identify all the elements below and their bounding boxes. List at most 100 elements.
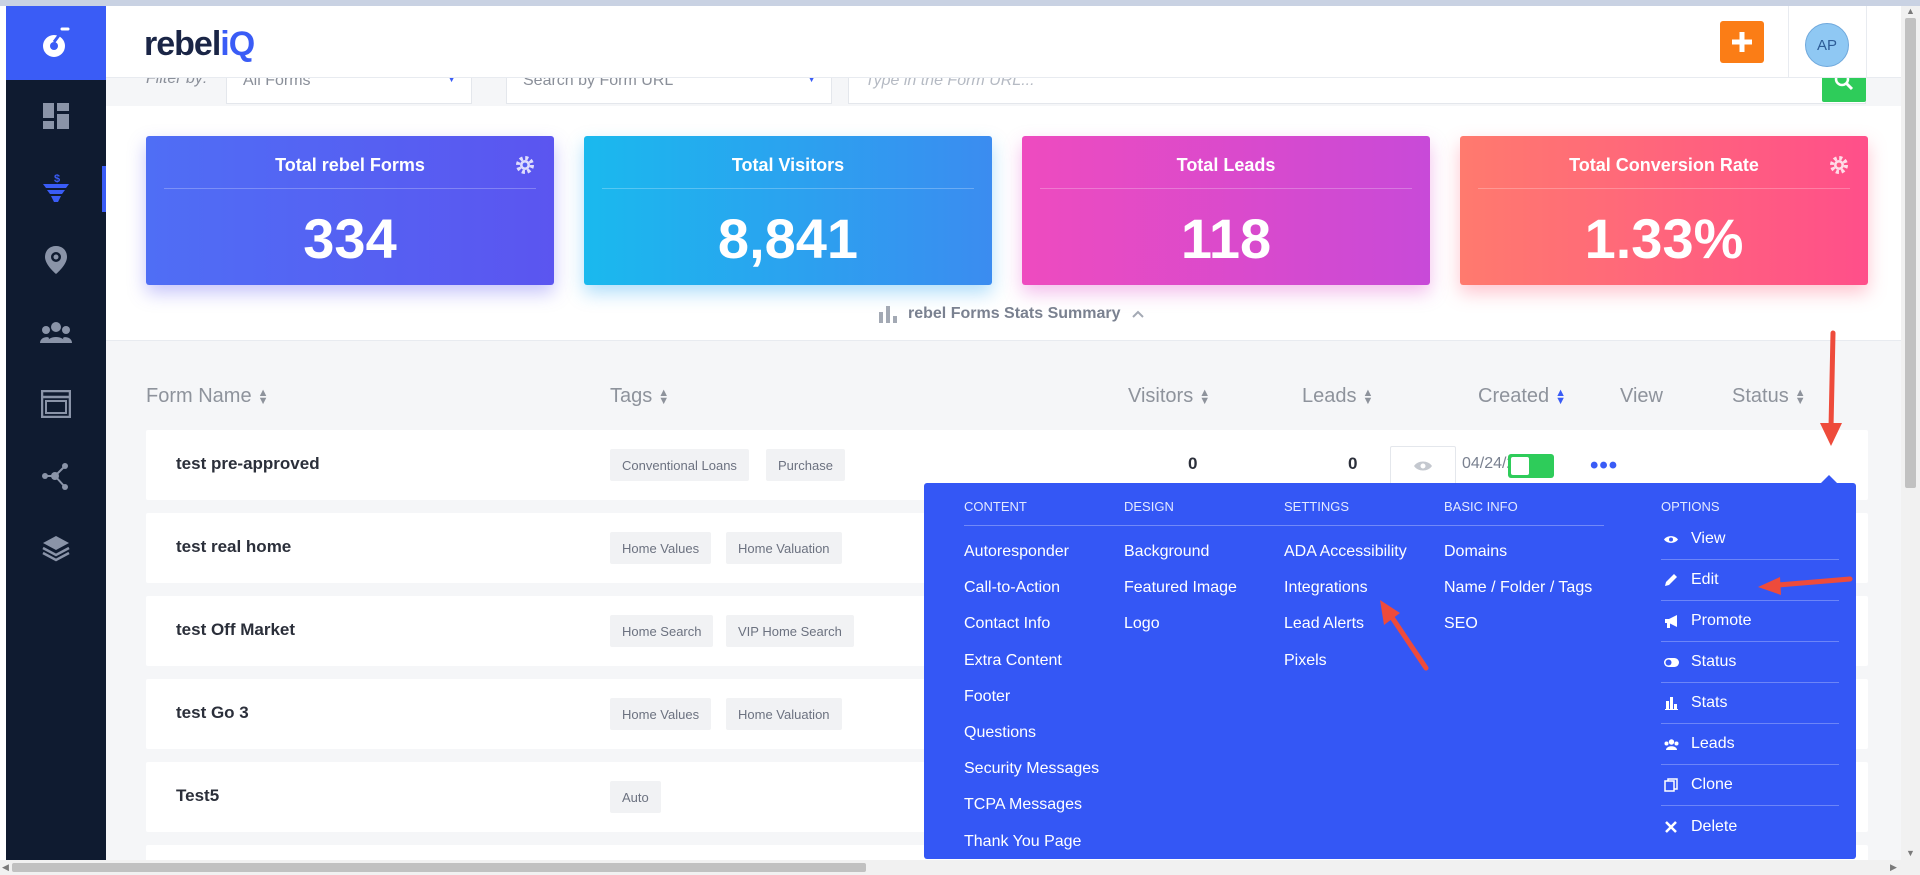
menu-item-pixels[interactable]: Pixels <box>1284 651 1327 669</box>
menu-heading: SETTINGS <box>1284 499 1350 514</box>
menu-item-contact-info[interactable]: Contact Info <box>964 615 1051 633</box>
scroll-up-arrow[interactable]: ▲ <box>1906 6 1915 16</box>
stat-card-title: Total Conversion Rate <box>1569 155 1759 175</box>
stat-card-total-visitors: Total Visitors 8,841 <box>584 136 992 285</box>
column-header-label: Form Name <box>146 385 252 407</box>
form-name[interactable]: test real home <box>176 537 292 556</box>
gear-icon[interactable] <box>1828 154 1850 181</box>
card-divider <box>1478 188 1850 189</box>
form-name[interactable]: test Go 3 <box>176 703 249 722</box>
form-name[interactable]: test pre-approved <box>176 454 320 473</box>
menu-item-thank-you-page[interactable]: Thank You Page <box>964 832 1082 850</box>
menu-item-extra-content[interactable]: Extra Content <box>964 651 1062 669</box>
option-leads[interactable]: Leads <box>1661 724 1839 765</box>
option-label: Status <box>1691 653 1737 670</box>
form-options-menu: CONTENT Autoresponder Call-to-Action Con… <box>924 475 1856 859</box>
menu-item-call-to-action[interactable]: Call-to-Action <box>964 579 1061 597</box>
menu-item-autoresponder[interactable]: Autoresponder <box>964 543 1069 560</box>
vertical-scrollbar-thumb[interactable] <box>1905 18 1916 488</box>
header-divider <box>1788 6 1789 78</box>
stat-card-total-leads: Total Leads 118 <box>1022 136 1430 285</box>
sidebar-item-contacts[interactable] <box>6 296 106 368</box>
column-header-visitors[interactable]: Visitors ▲ ▼ <box>1128 385 1210 408</box>
sidebar-item-dashboard[interactable] <box>6 80 106 152</box>
sidebar-item-integrations[interactable] <box>6 440 106 512</box>
stats-summary-toggle[interactable]: rebel Forms Stats Summary <box>878 304 1145 324</box>
tag-chip: Home Valuation <box>726 532 842 564</box>
tag-chip: Purchase <box>766 449 845 481</box>
menu-item-questions[interactable]: Questions <box>964 723 1037 741</box>
menu-item-featured-image[interactable]: Featured Image <box>1124 579 1237 597</box>
gear-icon[interactable] <box>514 154 536 181</box>
view-button[interactable] <box>1390 446 1456 486</box>
horizontal-scrollbar-thumb[interactable] <box>12 863 866 872</box>
menu-heading: BASIC INFO <box>1444 499 1518 514</box>
column-header-status[interactable]: Status ▲ ▼ <box>1732 385 1806 408</box>
clone-icon <box>1663 778 1679 792</box>
scroll-right-arrow[interactable]: ▶ <box>1890 862 1897 872</box>
menu-item-lead-alerts[interactable]: Lead Alerts <box>1284 615 1365 633</box>
menu-item-background[interactable]: Background <box>1124 543 1210 560</box>
sidebar-item-locations[interactable] <box>6 224 106 296</box>
column-header-form-name[interactable]: Form Name ▲ ▼ <box>146 385 268 408</box>
column-header-leads[interactable]: Leads ▲ ▼ <box>1302 385 1373 408</box>
more-options-button[interactable]: ••• <box>1590 452 1619 479</box>
option-label: Stats <box>1691 694 1728 711</box>
chevron-up-icon <box>1131 310 1144 318</box>
option-delete[interactable]: Delete <box>1661 806 1839 847</box>
column-header-tags[interactable]: Tags ▲ ▼ <box>610 385 669 408</box>
visitors-count: 0 <box>1188 454 1198 473</box>
scroll-left-arrow[interactable]: ◀ <box>2 862 9 872</box>
header-divider <box>1866 6 1867 78</box>
app-logo-icon <box>43 27 70 57</box>
column-header-label: Leads <box>1302 385 1357 407</box>
menu-item-name-folder-tags[interactable]: Name / Folder / Tags <box>1444 579 1593 597</box>
sidebar-item-library[interactable] <box>6 512 106 584</box>
column-header-label: View <box>1620 385 1663 407</box>
menu-item-security-messages[interactable]: Security Messages <box>964 760 1100 778</box>
menu-column-options: OPTIONS View Edit Promote Status Stats <box>1661 499 1839 847</box>
stat-card-value: 334 <box>303 207 397 270</box>
menu-item-domains[interactable]: Domains <box>1444 543 1508 560</box>
horizontal-scrollbar[interactable]: ◀ ▶ <box>0 860 1920 875</box>
tag-chip: Conventional Loans <box>610 449 749 481</box>
users-icon <box>1663 738 1679 750</box>
status-toggle[interactable] <box>1508 454 1554 478</box>
menu-item-footer[interactable]: Footer <box>964 687 1011 705</box>
form-name[interactable]: test Off Market <box>176 620 296 639</box>
app-logo[interactable] <box>6 6 106 80</box>
close-icon <box>1663 820 1679 833</box>
menu-column-settings: SETTINGS ADA Accessibility Integrations … <box>1284 499 1407 682</box>
option-promote[interactable]: Promote <box>1661 601 1839 642</box>
option-label: Promote <box>1691 612 1752 629</box>
option-view[interactable]: View <box>1661 519 1839 560</box>
sidebar-item-forms[interactable]: $ <box>6 152 106 224</box>
option-label: Leads <box>1691 735 1735 752</box>
option-edit[interactable]: Edit <box>1661 560 1839 601</box>
add-new-button[interactable] <box>1720 21 1764 63</box>
menu-item-logo[interactable]: Logo <box>1124 615 1160 633</box>
menu-item-tcpa-messages[interactable]: TCPA Messages <box>964 796 1082 814</box>
stats-summary-label: rebel Forms Stats Summary <box>908 305 1121 322</box>
vertical-scrollbar[interactable]: ▲ ▼ <box>1901 6 1920 860</box>
brand-logo[interactable]: rebeliQ <box>144 25 255 64</box>
column-header-label: Status <box>1732 385 1789 407</box>
user-avatar[interactable]: AP <box>1805 23 1849 67</box>
scroll-down-arrow[interactable]: ▼ <box>1906 848 1915 858</box>
menu-item-seo[interactable]: SEO <box>1444 615 1478 633</box>
option-stats[interactable]: Stats <box>1661 683 1839 724</box>
menu-column-basic-info: BASIC INFO Domains Name / Folder / Tags … <box>1444 499 1592 646</box>
form-name[interactable]: Test5 <box>176 786 220 805</box>
tag-chip: VIP Home Search <box>726 615 854 647</box>
stat-card-value: 1.33% <box>1584 207 1744 270</box>
eye-icon <box>1414 461 1432 471</box>
pencil-icon <box>1663 573 1679 587</box>
option-label: Clone <box>1691 776 1733 793</box>
option-status[interactable]: Status <box>1661 642 1839 683</box>
menu-item-integrations[interactable]: Integrations <box>1284 579 1368 597</box>
menu-item-ada-accessibility[interactable]: ADA Accessibility <box>1284 543 1407 560</box>
column-header-created[interactable]: Created ▲ ▼ <box>1478 385 1566 408</box>
option-clone[interactable]: Clone <box>1661 765 1839 806</box>
bar-chart-icon <box>879 306 897 323</box>
sidebar-item-pages[interactable] <box>6 368 106 440</box>
